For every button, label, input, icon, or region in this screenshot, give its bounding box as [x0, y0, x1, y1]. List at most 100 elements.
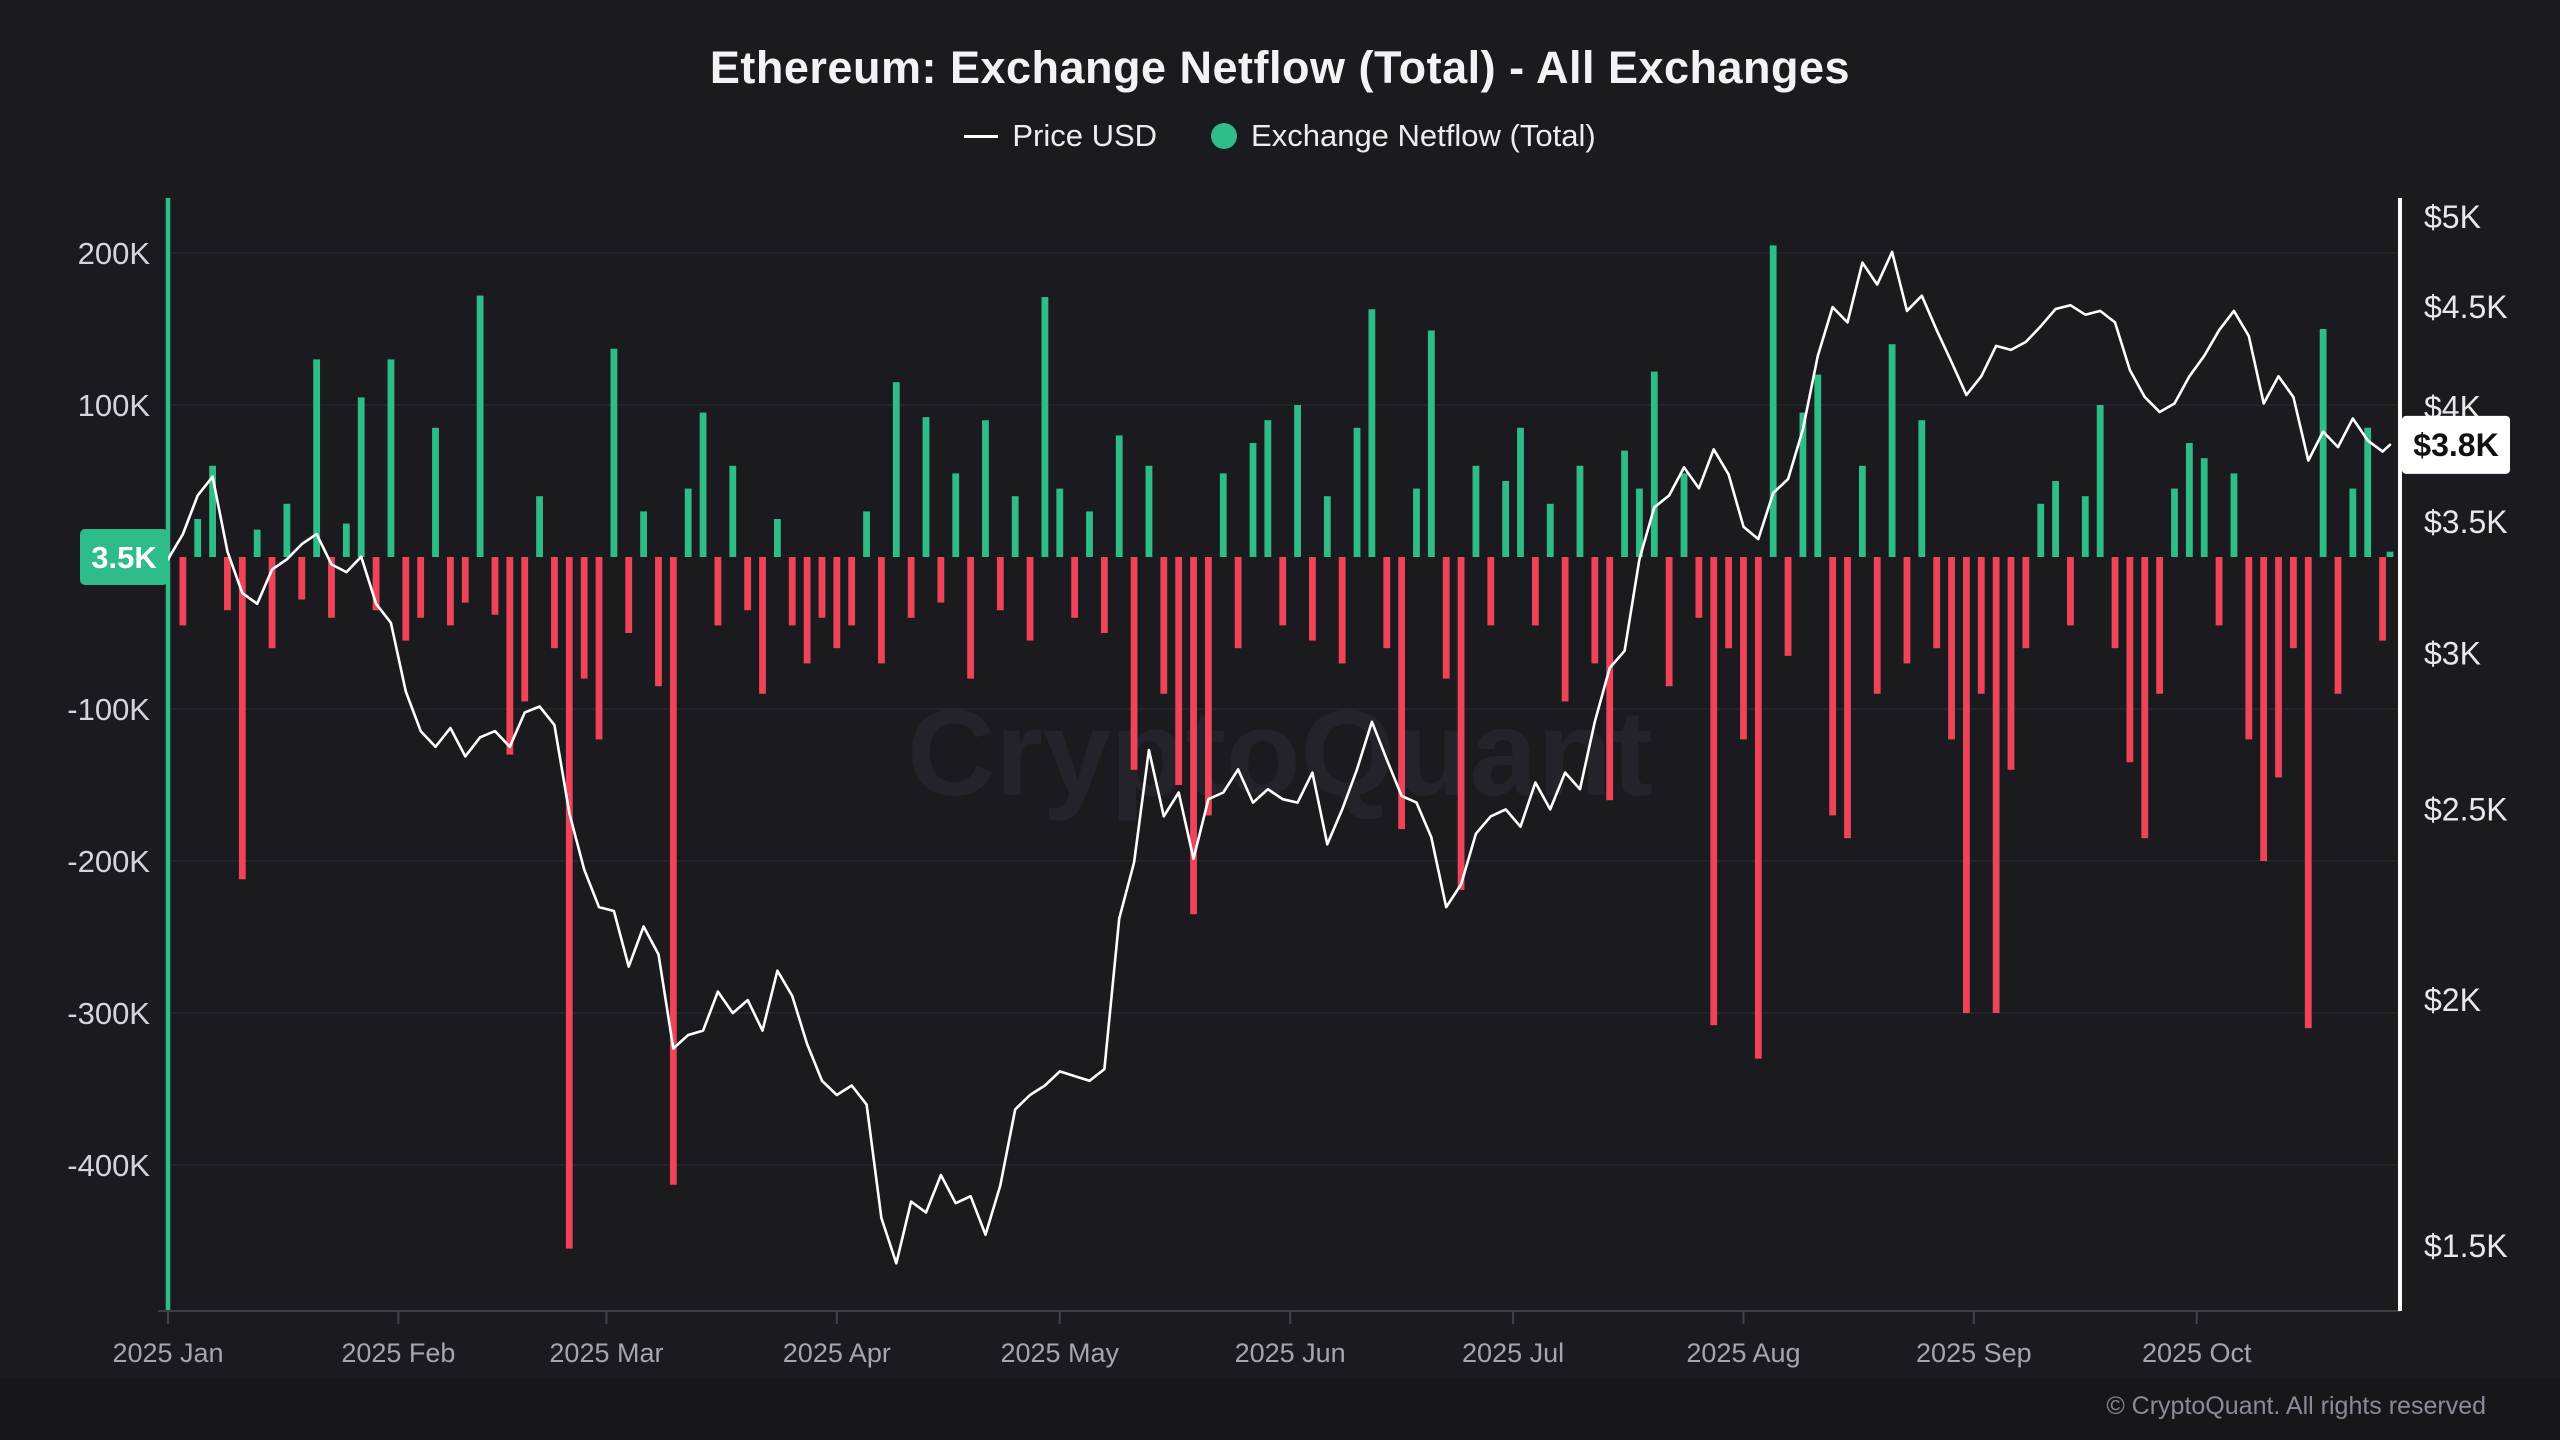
- netflow-bar: [848, 557, 856, 626]
- netflow-bar: [2141, 557, 2149, 839]
- netflow-bar: [2081, 496, 2089, 557]
- left-axis-label--100K: -100K: [67, 692, 150, 727]
- netflow-bar: [1740, 557, 1747, 740]
- netflow-bar: [580, 557, 588, 679]
- netflow-bar: [1294, 405, 1301, 557]
- netflow-bar: [2096, 405, 2104, 557]
- netflow-bar: [1591, 557, 1599, 664]
- netflow-bar: [2319, 329, 2327, 557]
- netflow-bar: [1442, 557, 1450, 679]
- netflow-bar: [2275, 557, 2282, 778]
- netflow-bar: [714, 557, 722, 626]
- legend-price-label: Price USD: [1012, 118, 1158, 153]
- x-axis-label-2025-Apr: 2025 Apr: [783, 1338, 891, 1368]
- netflow-bar: [2215, 557, 2223, 626]
- netflow-bar: [1576, 465, 1584, 557]
- netflow-bar: [372, 557, 380, 611]
- x-axis-label-2025-Mar: 2025 Mar: [549, 1338, 663, 1368]
- netflow-bar: [1650, 371, 1658, 557]
- netflow-bar: [432, 427, 439, 557]
- netflow-bar: [342, 523, 350, 557]
- netflow-bar: [1621, 450, 1628, 557]
- netflow-bar: [699, 412, 707, 557]
- netflow-bar: [1115, 435, 1123, 557]
- netflow-bar: [759, 557, 766, 694]
- netflow-bar: [1992, 557, 2000, 1013]
- netflow-bar: [744, 557, 752, 611]
- netflow-bar: [1710, 557, 1718, 1026]
- netflow-bar: [1219, 473, 1227, 557]
- netflow-bar: [387, 359, 395, 557]
- netflow-bar: [1799, 412, 1807, 557]
- netflow-bar: [967, 557, 974, 679]
- netflow-bar: [595, 557, 603, 740]
- netflow-bar: [357, 397, 365, 557]
- netflow-bar: [1264, 420, 1272, 557]
- netflow-bar: [922, 417, 930, 557]
- netflow-dot-swatch-icon: [1211, 123, 1238, 149]
- netflow-bar: [1100, 557, 1108, 633]
- netflow-bar: [2022, 557, 2030, 649]
- netflow-bar: [268, 557, 276, 649]
- netflow-bar: [313, 359, 321, 557]
- right-axis-label-$2.5K: $2.5K: [2424, 791, 2508, 827]
- netflow-bar: [2349, 488, 2357, 557]
- netflow-bar: [1234, 557, 1242, 649]
- netflow-bar: [625, 557, 633, 633]
- netflow-bar: [640, 511, 648, 557]
- x-axis-label-2025-Jul: 2025 Jul: [1462, 1338, 1564, 1368]
- watermark-text: CryptoQuant: [907, 685, 1653, 821]
- x-axis-label-2025-Sep: 2025 Sep: [1916, 1338, 2032, 1368]
- netflow-bar: [476, 295, 484, 557]
- right-axis-label-$4.5K: $4.5K: [2424, 289, 2508, 325]
- netflow-bar: [1725, 557, 1733, 649]
- copyright-text: © CryptoQuant. All rights reserved: [2106, 1392, 2486, 1420]
- left-axis-label--300K: -300K: [67, 996, 150, 1031]
- netflow-bar: [283, 503, 291, 557]
- netflow-bar: [1041, 297, 1049, 557]
- netflow-bar: [1695, 557, 1703, 618]
- netflow-bar: [1561, 557, 1569, 702]
- netflow-bar: [2386, 551, 2394, 557]
- legend-netflow-label: Exchange Netflow (Total): [1251, 118, 1596, 153]
- x-axis-label-2025-Aug: 2025 Aug: [1686, 1338, 1800, 1368]
- netflow-bar: [952, 473, 960, 557]
- netflow-bar: [1918, 420, 1926, 557]
- netflow-current-badge-text: 3.5K: [91, 540, 157, 575]
- netflow-bar: [2156, 557, 2164, 694]
- chart-legend: Price USD Exchange Netflow (Total): [0, 118, 2560, 154]
- netflow-bar: [1398, 557, 1406, 830]
- netflow-bar: [253, 529, 261, 557]
- netflow-bar: [1368, 309, 1376, 557]
- netflow-bar: [2230, 473, 2238, 557]
- netflow-bar: [937, 557, 945, 603]
- netflow-bar: [402, 557, 410, 641]
- netflow-bar: [565, 557, 573, 1249]
- left-axis-label--400K: -400K: [67, 1148, 150, 1183]
- legend-item-netflow[interactable]: Exchange Netflow (Total): [1211, 118, 1596, 154]
- netflow-bar: [1933, 557, 1941, 649]
- netflow-bar: [2379, 557, 2386, 641]
- netflow-bar: [1309, 557, 1316, 641]
- price-current-badge: [2402, 415, 2510, 474]
- netflow-bar: [1457, 557, 1465, 890]
- netflow-bar: [328, 557, 335, 618]
- legend-item-price[interactable]: Price USD: [964, 118, 1157, 154]
- netflow-bar: [209, 465, 216, 557]
- netflow-bar: [1888, 344, 1896, 557]
- netflow-bar: [1130, 557, 1138, 770]
- x-axis-label-2025-Oct: 2025 Oct: [2142, 1338, 2252, 1368]
- left-axis-label-200K: 200K: [78, 236, 151, 271]
- netflow-bar: [773, 519, 781, 557]
- netflow-bar: [1249, 443, 1257, 557]
- netflow-bar: [2364, 427, 2372, 557]
- netflow-bar: [179, 557, 187, 626]
- netflow-bar: [2126, 557, 2134, 763]
- netflow-bar: [194, 519, 202, 557]
- netflow-bar: [521, 557, 529, 702]
- netflow-bar: [1071, 557, 1079, 618]
- netflow-bar: [1680, 473, 1688, 557]
- netflow-bar: [491, 557, 499, 615]
- netflow-bar: [1338, 557, 1346, 664]
